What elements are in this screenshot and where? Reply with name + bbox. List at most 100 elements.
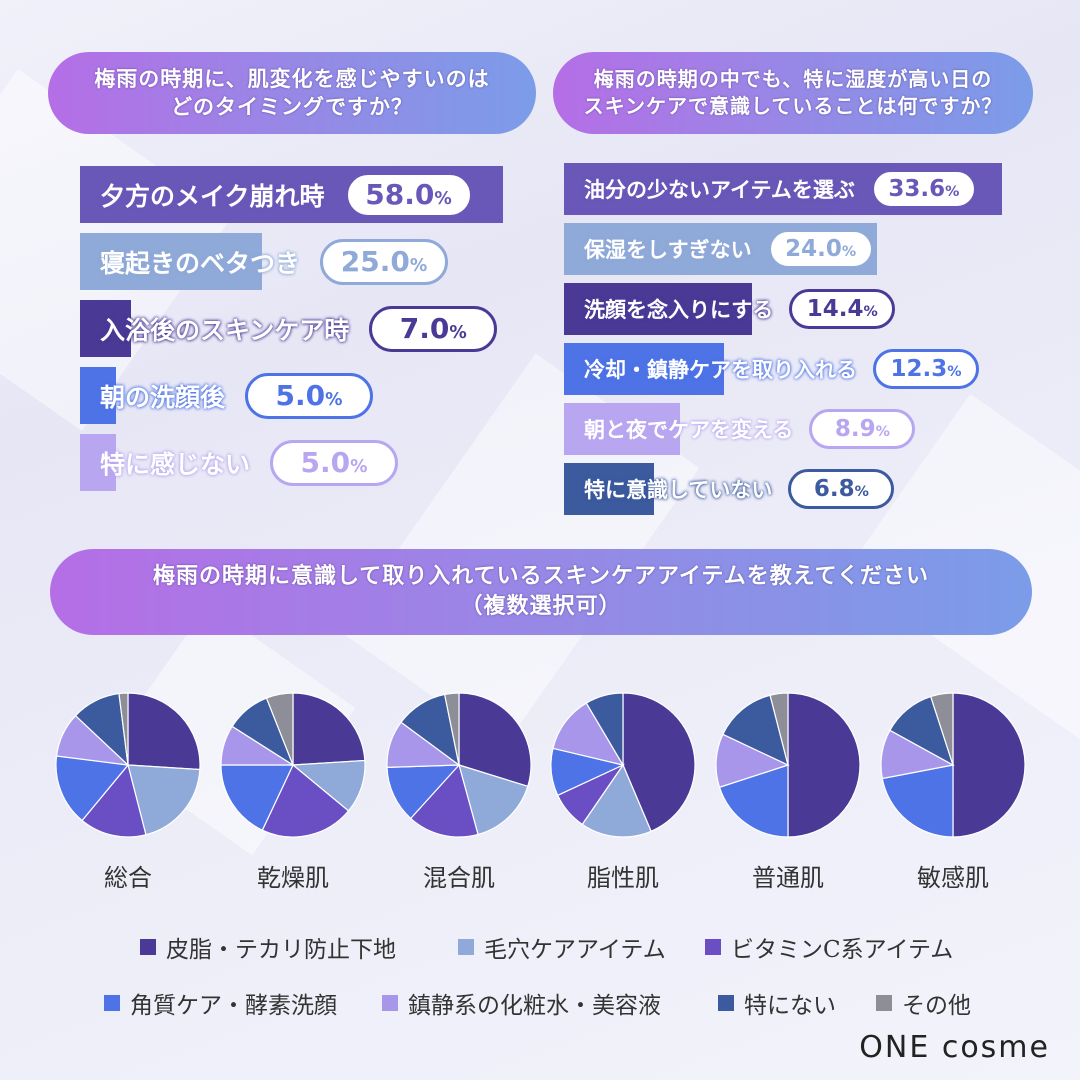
bottom-question-pill: 梅雨の時期に意識して取り入れているスキンケアアイテムを教えてください （複数選択… [50, 549, 1032, 635]
left-question-pill: 梅雨の時期に、肌変化を感じやすいのは どのタイミングですか？ [48, 52, 536, 134]
pie-slice [722, 694, 789, 767]
pie-slice [718, 764, 789, 838]
legend-item: 角質ケア・酵素洗顔 [104, 986, 337, 1020]
legend-label: ビタミンC系アイテム [731, 937, 954, 963]
right-question-pill: 梅雨の時期の中でも、特に湿度が高い日の スキンケアで意識していることは何ですか？ [553, 52, 1033, 134]
bar-row: 朝の洗顔後 5.0% [80, 367, 503, 424]
bar-label: 冷却・鎮静ケアを取り入れる [584, 358, 857, 382]
bar-row: 特に感じない 5.0% [80, 434, 503, 491]
bar-row: 特に意識していない 6.8% [564, 463, 1002, 515]
pie-slice [81, 763, 147, 838]
bar [564, 463, 654, 515]
legend-swatch [104, 995, 120, 1011]
pie-slice [458, 692, 532, 788]
bar-value-unit: % [875, 424, 890, 440]
bar-label: 入浴後のスキンケア時 [100, 315, 350, 345]
pie-chart: 普通肌 [713, 690, 863, 892]
bar-value-unit: % [325, 389, 343, 410]
pie-chart: 敏感肌 [878, 690, 1028, 892]
legend-swatch [876, 995, 892, 1011]
pie-slice [929, 692, 954, 766]
bar-value-number: 14.4 [806, 296, 864, 322]
pie-slice [585, 692, 624, 768]
bar-value-label: 5.0% [245, 372, 374, 419]
legend-item: 特にない [718, 986, 836, 1020]
bar-label: 保湿をしすぎない [584, 238, 752, 262]
bar-value-number: 24.0 [785, 236, 842, 262]
bar-value-number: 7.0 [399, 311, 450, 345]
pie-slice [622, 692, 696, 833]
bar-label: 朝の洗顔後 [100, 382, 226, 412]
bar-row: 冷却・鎮静ケアを取り入れる 12.3% [564, 343, 1002, 395]
pie-chart: 脂性肌 [548, 690, 698, 892]
right-question-line1: 梅雨の時期の中でも、特に湿度が高い日の [593, 67, 993, 91]
humidity-care-bar-chart: 油分の少ないアイテムを選ぶ 33.6% 保湿をしすぎない 24.0% 洗顔を念入りにする… [564, 163, 1024, 523]
bar [80, 233, 263, 290]
pie-chart: 混合肌 [384, 690, 534, 892]
bar-row: 夕方のメイク崩れ時 58.0% [80, 166, 503, 223]
legend-label: 角質ケア・酵素洗顔 [130, 993, 337, 1019]
bar-value-unit: % [350, 456, 368, 477]
pie-slice [581, 763, 652, 838]
legend-label: その他 [902, 993, 971, 1019]
pie-slice [443, 692, 460, 766]
bar [80, 367, 117, 424]
bar-value-label: 8.9% [809, 409, 916, 449]
legend-swatch [140, 939, 156, 955]
pie-slice [261, 764, 350, 838]
pie-slice [265, 692, 294, 766]
pie-slice [220, 764, 294, 831]
legend-label: 毛穴ケアアイテム [484, 937, 666, 963]
bar-label: 夕方のメイク崩れ時 [100, 181, 325, 211]
pie-label: 敏感肌 [917, 864, 989, 892]
right-question-line2: スキンケアで意識していることは何ですか？ [583, 94, 1003, 118]
pie-label: 総合 [104, 864, 152, 892]
bar-value-unit: % [863, 304, 878, 320]
pie-slice [409, 763, 479, 838]
bar-value-label: 25.0% [320, 238, 449, 285]
bar-value-number: 58.0 [365, 177, 435, 211]
pie-svg [386, 692, 532, 838]
bar-row: 洗顔を念入りにする 14.4% [564, 283, 1002, 335]
legend-swatch [458, 939, 474, 955]
pie-slice [292, 692, 366, 766]
bar-value-label: 58.0% [344, 171, 473, 218]
bar-label: 油分の少ないアイテムを選ぶ [584, 178, 855, 202]
pie-slice [881, 764, 954, 838]
pie-chart: 総合 [53, 690, 203, 892]
pie-slice [552, 702, 625, 766]
pie-label: 乾燥肌 [257, 864, 329, 892]
pie-slice [127, 692, 201, 771]
bar [564, 343, 725, 395]
bar-label: 特に意識していない [584, 478, 773, 502]
pie-label: 混合肌 [423, 864, 495, 892]
bar-value-unit: % [841, 244, 857, 260]
legend-item: 鎮静系の化粧水・美容液 [382, 986, 661, 1020]
pie-slice [769, 692, 789, 766]
bar-row: 寝起きのベタつき 25.0% [80, 233, 503, 290]
bar-row: 朝と夜でケアを変える 8.9% [564, 403, 1002, 455]
pie-label: 脂性肌 [587, 864, 659, 892]
legend-swatch [705, 939, 721, 955]
bar-value-number: 8.9 [834, 416, 876, 442]
pie-slice [55, 755, 130, 822]
legend-label: 特にない [744, 993, 836, 1019]
bar-value-label: 14.4% [789, 289, 896, 329]
bar-row: 保湿をしすぎない 24.0% [564, 223, 1002, 275]
bar-value-unit: % [945, 184, 960, 200]
bar-value-number: 6.8 [813, 476, 855, 502]
pie-legend: 皮脂・テカリ防止下地 毛穴ケアアイテム ビタミンC系アイテム 角質ケア・酵素洗顔 鎮静系… [0, 930, 1080, 1020]
legend-item: その他 [876, 986, 971, 1020]
pie-svg [55, 692, 201, 838]
bar [80, 300, 132, 357]
left-question-line2: どのタイミングですか？ [171, 95, 413, 119]
bottom-question-line1: 梅雨の時期に意識して取り入れているスキンケアアイテムを教えてください [152, 564, 930, 590]
bar [80, 434, 117, 491]
pie-slice [118, 692, 129, 766]
bar-value-number: 5.0 [300, 445, 351, 479]
bar-value-label: 7.0% [369, 305, 498, 352]
bar-value-number: 25.0 [340, 244, 410, 278]
legend-swatch [382, 995, 398, 1011]
pie-label: 普通肌 [752, 864, 824, 892]
